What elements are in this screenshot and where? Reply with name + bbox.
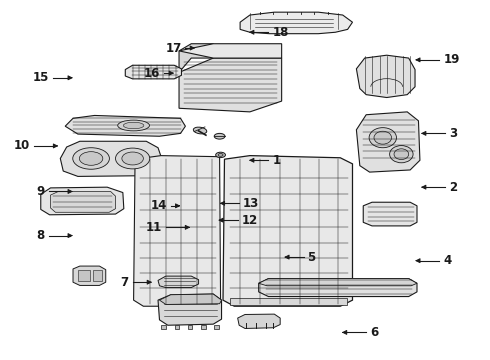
Text: 13: 13 bbox=[243, 197, 259, 210]
Text: 11: 11 bbox=[146, 221, 162, 234]
Polygon shape bbox=[356, 55, 415, 98]
Bar bbox=[201, 324, 205, 329]
Text: 8: 8 bbox=[36, 229, 45, 242]
Polygon shape bbox=[179, 58, 282, 112]
Ellipse shape bbox=[118, 120, 149, 131]
Polygon shape bbox=[223, 156, 352, 306]
Polygon shape bbox=[356, 112, 420, 172]
Text: 3: 3 bbox=[449, 127, 457, 140]
Polygon shape bbox=[158, 276, 198, 288]
Polygon shape bbox=[259, 279, 417, 297]
Text: 14: 14 bbox=[150, 199, 167, 212]
Polygon shape bbox=[50, 192, 116, 212]
Text: 4: 4 bbox=[443, 254, 452, 267]
Text: 16: 16 bbox=[144, 67, 160, 80]
Polygon shape bbox=[158, 294, 221, 325]
Ellipse shape bbox=[116, 148, 150, 169]
Polygon shape bbox=[259, 279, 417, 286]
Circle shape bbox=[374, 131, 392, 144]
Bar bbox=[93, 270, 102, 281]
Bar bbox=[188, 324, 193, 329]
Text: 7: 7 bbox=[121, 276, 129, 289]
Polygon shape bbox=[363, 202, 417, 226]
Ellipse shape bbox=[79, 152, 103, 165]
Text: 2: 2 bbox=[449, 181, 457, 194]
Text: 5: 5 bbox=[308, 251, 316, 264]
Polygon shape bbox=[179, 44, 282, 58]
Ellipse shape bbox=[218, 153, 223, 156]
Circle shape bbox=[390, 145, 413, 163]
Circle shape bbox=[369, 128, 396, 148]
Polygon shape bbox=[179, 44, 213, 72]
Ellipse shape bbox=[123, 122, 144, 129]
Polygon shape bbox=[60, 141, 162, 176]
Polygon shape bbox=[240, 12, 352, 34]
Ellipse shape bbox=[122, 152, 144, 165]
Circle shape bbox=[394, 149, 409, 159]
Ellipse shape bbox=[73, 148, 109, 169]
Polygon shape bbox=[73, 266, 106, 285]
Bar bbox=[230, 298, 346, 305]
Polygon shape bbox=[41, 187, 124, 215]
Bar bbox=[214, 324, 219, 329]
Polygon shape bbox=[159, 294, 221, 305]
Text: 10: 10 bbox=[14, 139, 30, 152]
Text: 9: 9 bbox=[36, 185, 45, 198]
Text: 17: 17 bbox=[165, 41, 181, 54]
Text: 19: 19 bbox=[443, 53, 460, 66]
Bar bbox=[161, 324, 166, 329]
Polygon shape bbox=[65, 116, 185, 136]
Ellipse shape bbox=[216, 152, 225, 158]
Ellipse shape bbox=[214, 134, 225, 139]
Ellipse shape bbox=[194, 127, 207, 134]
Polygon shape bbox=[134, 156, 220, 306]
Text: 6: 6 bbox=[370, 326, 378, 339]
Bar bbox=[174, 324, 179, 329]
Text: 1: 1 bbox=[272, 154, 280, 167]
Text: 12: 12 bbox=[242, 214, 258, 227]
Text: 18: 18 bbox=[272, 26, 289, 39]
Polygon shape bbox=[125, 65, 181, 79]
Polygon shape bbox=[238, 314, 280, 328]
Text: 15: 15 bbox=[33, 71, 49, 84]
Bar bbox=[78, 270, 90, 281]
